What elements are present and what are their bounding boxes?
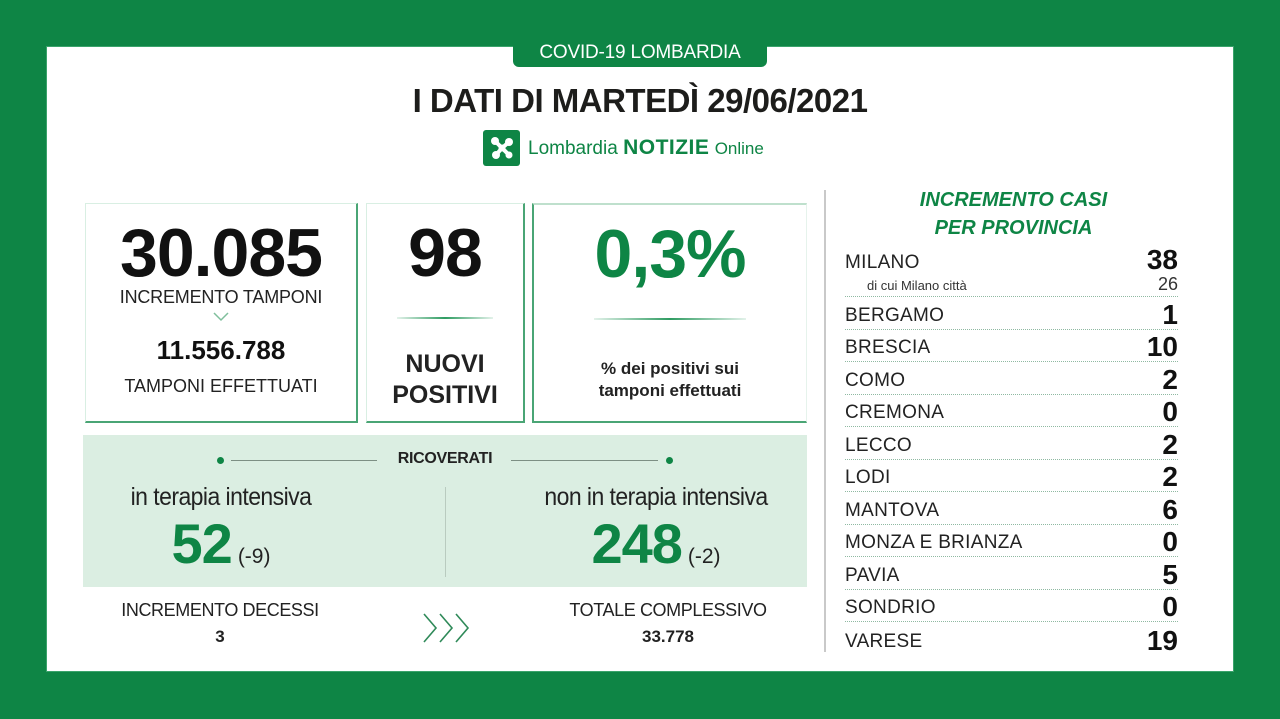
province-name: LODI [845,467,891,488]
province-value: 1 [1162,298,1178,330]
province-row: LECCO 2 [845,427,1178,460]
label-line2: POSITIVI [392,381,498,409]
province-value: 19 [1146,624,1178,656]
nuovi-positivi-label: NUOVI POSITIVI [367,349,523,411]
province-name: MILANO [845,252,920,273]
province-name: VARESE [845,630,923,652]
province-row: COMO 2 [845,362,1178,395]
province-value: 10 [1146,331,1178,362]
province-row: LODI 2 [845,460,1178,492]
province-list: MILANO 38 di cui Milano città 26 BERGAMO… [845,244,1178,655]
terapia-intensiva-label: in terapia intensiva [130,483,312,511]
province-title: INCREMENTO CASI PER PROVINCIA [846,186,1181,242]
terapia-intensiva-value: 52 [171,512,233,575]
vertical-divider [824,190,826,652]
province-value: 38 [1146,244,1178,275]
ricoverati-header: RICOVERATI [83,450,807,470]
province-row: MANTOVA 6 [845,492,1178,525]
province-value: 5 [1162,558,1178,590]
page-title: I DATI DI MARTEDÌ 29/06/2021 [412,82,868,119]
non-terapia-intensiva-delta: (-2) [687,545,721,568]
label-line1: % dei positivi sui [601,359,739,378]
decessi-increment: INCREMENTO DECESSI 3 [100,600,340,647]
tamponi-increment-value: 30.085 [120,215,323,291]
brand-part2: NOTIZIE [623,136,710,159]
province-name: PAVIA [845,564,900,586]
milano-citta-value: 26 [1157,274,1178,294]
chevron-down-icon [213,312,229,322]
province-name: SONDRIO [845,597,936,618]
non-terapia-intensiva-label: non in terapia intensiva [544,483,768,511]
province-value: 2 [1162,363,1178,395]
brand-part3: Online [714,139,764,158]
province-name: COMO [845,369,906,391]
tamponi-total-label: TAMPONI EFFETTUATI [124,376,318,396]
province-row: BERGAMO 1 [845,297,1178,330]
percentuale-value: 0,3% [594,216,747,292]
province-value: 2 [1162,461,1178,492]
divider [511,460,658,461]
province-name: MONZA E BRIANZA [845,532,1023,553]
decessi-increment-value: 3 [215,627,225,646]
divider [231,460,377,461]
province-value: 6 [1162,493,1178,525]
percentuale-label: % dei positivi sui tamponi effettuati [534,358,806,402]
non-terapia-intensiva-value-group: 248 (-2) [511,516,801,572]
tamponi-card: 30.085 INCREMENTO TAMPONI 11.556.788 TAM… [85,203,358,423]
decessi-total: TOTALE COMPLESSIVO 33.778 [548,600,788,647]
province-title-line2: PER PROVINCIA [934,217,1093,239]
province-value: 0 [1162,396,1178,427]
ricoverati-panel: RICOVERATI in terapia intensiva 52 (-9) n… [83,435,807,587]
divider [594,318,746,320]
terapia-intensiva-delta: (-9) [237,545,271,568]
nuovi-positivi-card: 98 NUOVI POSITIVI [366,203,525,423]
ricoverati-title: RICOVERATI [397,450,493,467]
milano-citta-label: di cui Milano città [867,278,967,293]
lombardia-rose-icon [483,130,520,166]
terapia-intensiva-value-group: 52 (-9) [105,516,337,572]
province-name: BERGAMO [845,304,945,326]
province-row: SONDRIO 0 [845,590,1178,622]
tamponi-total-value: 11.556.788 [156,335,286,365]
province-value: 2 [1162,428,1178,460]
province-title-line1: INCREMENTO CASI [919,189,1108,211]
province-row: MONZA E BRIANZA 0 [845,525,1178,557]
divider [445,487,446,577]
non-terapia-intensiva-value: 248 [591,512,682,575]
province-name: CREMONA [845,402,945,423]
decessi-total-label: TOTALE COMPLESSIVO [569,600,767,620]
province-value: 0 [1162,591,1178,622]
dot-icon [217,457,224,464]
province-row: CREMONA 0 [845,395,1178,427]
province-name: LECCO [845,434,912,456]
tamponi-increment-label: INCREMENTO TAMPONI [119,287,323,307]
label-line2: tamponi effettuati [598,381,742,400]
province-name: BRESCIA [845,337,931,358]
brand-logo-group: Lombardia NOTIZIE Online [483,130,764,166]
non-terapia-intensiva: non in terapia intensiva 248 (-2) [511,483,801,572]
chevrons-right-icon [423,613,470,643]
brand-part1: Lombardia [528,138,618,159]
province-row: BRESCIA 10 [845,330,1178,362]
province-row: VARESE 19 [845,622,1178,655]
decessi-total-value: 33.778 [642,627,694,646]
region-tab: COVID-19 LOMBARDIA [513,39,767,67]
terapia-intensiva: in terapia intensiva 52 (-9) [105,483,337,572]
label-line1: NUOVI [405,350,485,378]
province-name: MANTOVA [845,499,940,521]
province-value: 0 [1162,526,1178,557]
nuovi-positivi-value: 98 [408,215,483,291]
brand-name: Lombardia NOTIZIE Online [528,136,764,160]
percentuale-card: 0,3% % dei positivi sui tamponi effettua… [532,203,807,423]
divider [397,317,493,319]
dot-icon [666,457,673,464]
province-row-milano: MILANO 38 di cui Milano città 26 [845,244,1178,297]
province-row: PAVIA 5 [845,557,1178,590]
decessi-increment-label: INCREMENTO DECESSI [121,600,319,620]
